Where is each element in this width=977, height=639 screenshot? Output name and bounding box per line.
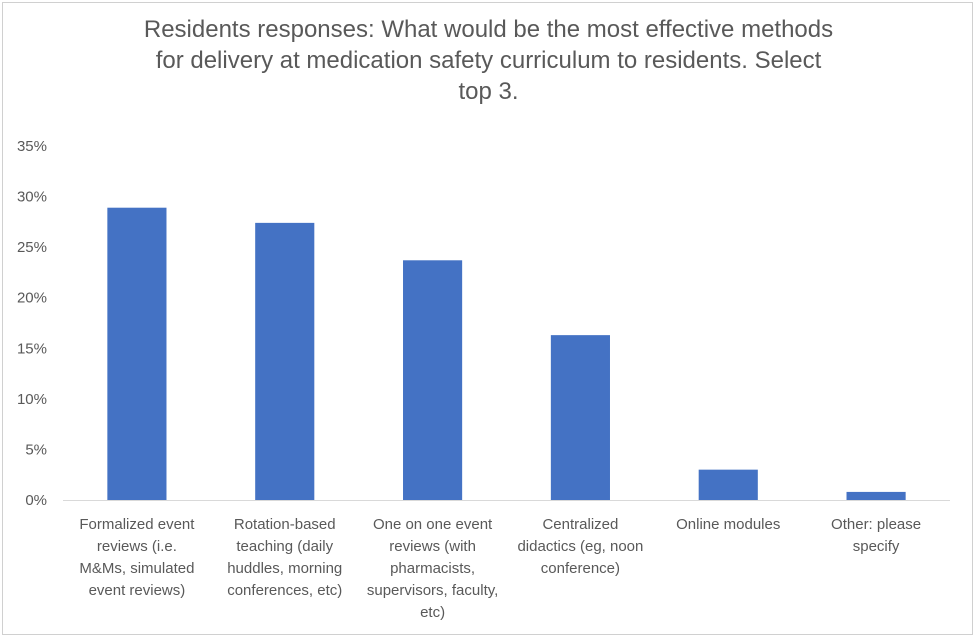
chart-title-line: top 3. xyxy=(458,78,519,105)
x-category-label: One on one event reviews (with pharmacists… xyxy=(367,516,498,621)
y-tick-label: 0% xyxy=(25,492,47,509)
y-tick-label: 30% xyxy=(17,189,47,206)
chart-title-line: Residents responses: What would be the m… xyxy=(143,16,834,43)
bar xyxy=(846,491,906,500)
y-tick-label: 5% xyxy=(25,441,47,458)
x-category-label: Rotation-based teaching (daily huddles, mo… xyxy=(227,516,342,599)
bar xyxy=(698,469,758,500)
x-category-label: Online modules xyxy=(676,516,780,533)
y-tick-label: 15% xyxy=(17,340,47,357)
bar xyxy=(255,222,315,500)
x-category-label: Other: please specify xyxy=(831,516,921,555)
y-tick-label: 10% xyxy=(17,391,47,408)
x-category-label: Centralized didactics (eg, noon conference… xyxy=(517,516,643,577)
x-category-label: Formalized event reviews (i.e. M&Ms, simul… xyxy=(79,516,195,599)
bar xyxy=(403,260,463,500)
y-tick-label: 35% xyxy=(17,138,47,155)
bar xyxy=(107,207,167,500)
bar xyxy=(550,335,610,500)
chart-title: Residents responses: What would be the m… xyxy=(0,14,977,107)
y-tick-label: 25% xyxy=(17,239,47,256)
y-tick-label: 20% xyxy=(17,290,47,307)
chart-title-line: for delivery at medication safety curric… xyxy=(155,47,822,74)
